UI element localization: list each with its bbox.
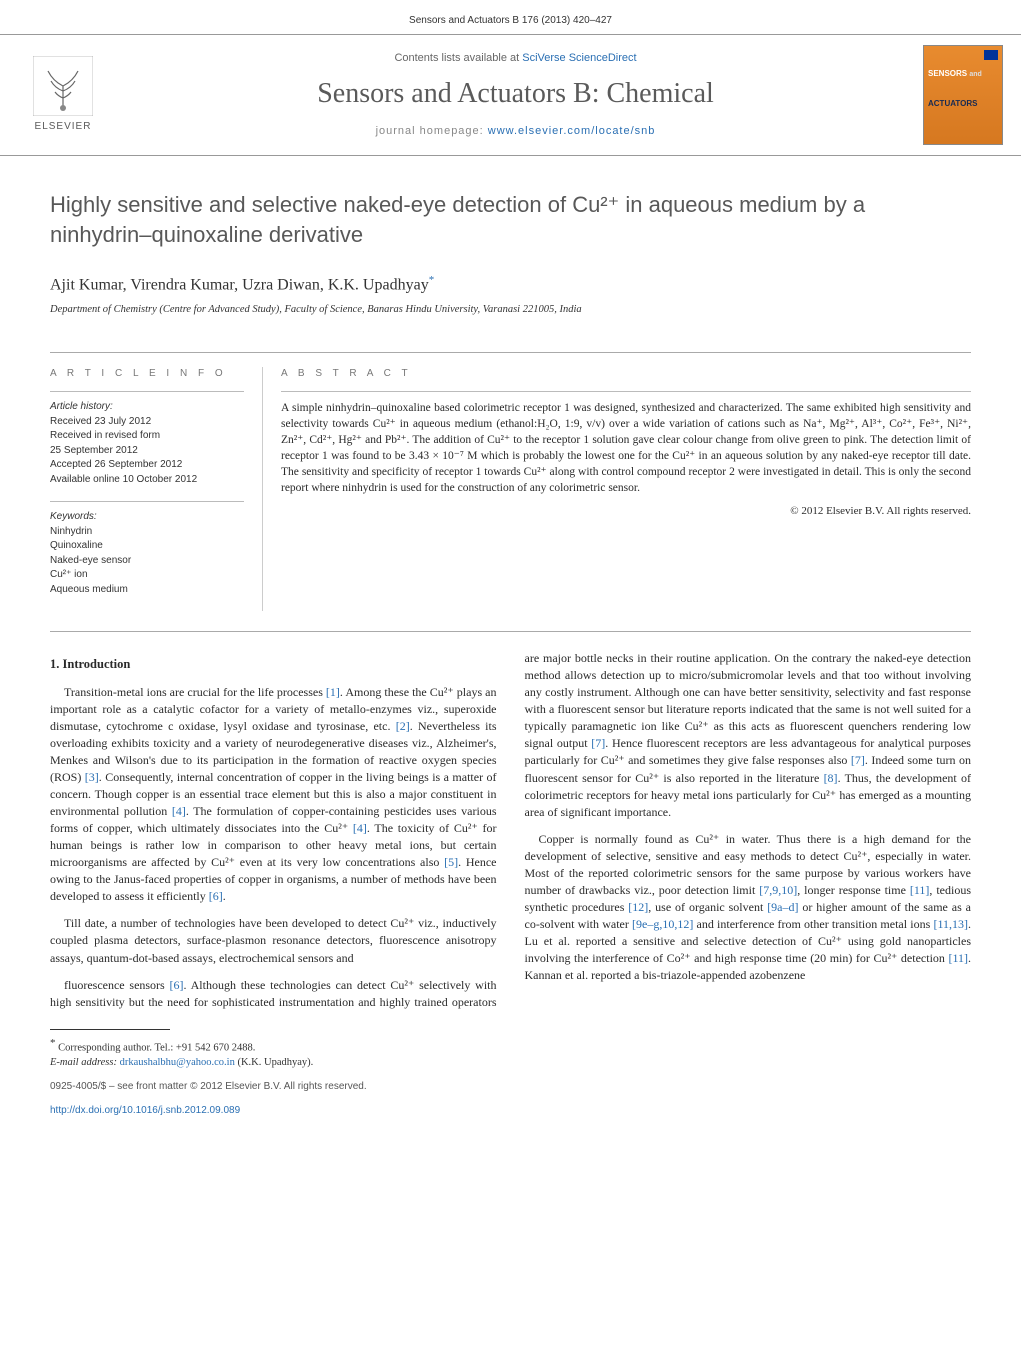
section-heading-intro: 1. Introduction	[50, 656, 497, 674]
citation-link[interactable]: [11,13]	[933, 917, 968, 931]
body-paragraph: Copper is normally found as Cu²⁺ in wate…	[525, 831, 972, 984]
corresponding-author-footnote: * Corresponding author. Tel.: +91 542 67…	[50, 1036, 971, 1056]
history-line: Accepted 26 September 2012	[50, 458, 244, 473]
body-paragraph: Transition-metal ions are crucial for th…	[50, 684, 497, 905]
citation-link[interactable]: [5]	[444, 855, 458, 869]
citation-link[interactable]: [4]	[353, 821, 367, 835]
contents-list-line: Contents lists available at SciVerse Sci…	[108, 51, 923, 66]
author-list: Ajit Kumar, Virendra Kumar, Uzra Diwan, …	[50, 273, 971, 297]
article-info-column: A R T I C L E I N F O Article history: R…	[50, 367, 262, 612]
citation-link[interactable]: [7]	[591, 736, 605, 750]
footnote-block: * Corresponding author. Tel.: +91 542 67…	[0, 1021, 1021, 1139]
citation-link[interactable]: [6]	[209, 889, 223, 903]
citation-link[interactable]: [9e–g,10,12]	[632, 917, 693, 931]
citation-link[interactable]: [2]	[396, 719, 410, 733]
abstract-text: A simple ninhydrin–quinoxaline based col…	[281, 400, 971, 497]
masthead: ELSEVIER Contents lists available at Sci…	[0, 34, 1021, 156]
author-affiliation: Department of Chemistry (Centre for Adva…	[50, 303, 971, 318]
keywords-block: Keywords: Ninhydrin Quinoxaline Naked-ey…	[50, 510, 244, 597]
keyword: Aqueous medium	[50, 583, 244, 598]
doi-link: http://dx.doi.org/10.1016/j.snb.2012.09.…	[50, 1104, 971, 1118]
citation-link[interactable]: [4]	[172, 804, 186, 818]
masthead-center: Contents lists available at SciVerse Sci…	[108, 51, 923, 139]
body-paragraph: Till date, a number of technologies have…	[50, 915, 497, 966]
sciencedirect-link[interactable]: SciVerse ScienceDirect	[522, 52, 636, 64]
corresponding-author-mark[interactable]: *	[429, 274, 435, 286]
citation-link[interactable]: [9a–d]	[767, 900, 798, 914]
citation-link[interactable]: [8]	[824, 771, 838, 785]
citation-link[interactable]: [11]	[910, 883, 930, 897]
abstract-copyright: © 2012 Elsevier B.V. All rights reserved…	[281, 504, 971, 519]
article-title: Highly sensitive and selective naked-eye…	[50, 190, 971, 249]
elsevier-tree-icon	[33, 56, 93, 116]
history-line: Received 23 July 2012	[50, 415, 244, 430]
corresponding-email-link[interactable]: drkaushalbhu@yahoo.co.in	[120, 1057, 235, 1068]
citation-link[interactable]: [7]	[851, 753, 865, 767]
body-two-columns: 1. Introduction Transition-metal ions ar…	[0, 632, 1021, 1020]
keyword: Quinoxaline	[50, 539, 244, 554]
article-info-heading: A R T I C L E I N F O	[50, 367, 244, 382]
keywords-title: Keywords:	[50, 510, 244, 525]
running-header: Sensors and Actuators B 176 (2013) 420–4…	[0, 0, 1021, 34]
info-abstract-row: A R T I C L E I N F O Article history: R…	[50, 352, 971, 626]
keyword: Cu²⁺ ion	[50, 568, 244, 583]
citation-link[interactable]: [6]	[170, 978, 184, 992]
footnote-rule	[50, 1029, 170, 1030]
cover-word-sensors: SENSORS and	[928, 68, 998, 80]
article-history-block: Article history: Received 23 July 2012 R…	[50, 400, 244, 487]
citation-link[interactable]: [11]	[948, 951, 968, 965]
citation-link[interactable]: [12]	[628, 900, 648, 914]
email-footnote: E-mail address: drkaushalbhu@yahoo.co.in…	[50, 1056, 971, 1071]
citation-text: Sensors and Actuators B 176 (2013) 420–4…	[409, 15, 612, 26]
article-header: Highly sensitive and selective naked-eye…	[0, 156, 1021, 352]
abstract-column: A B S T R A C T A simple ninhydrin–quino…	[262, 367, 971, 612]
abstract-heading: A B S T R A C T	[281, 367, 971, 381]
keyword: Ninhydrin	[50, 525, 244, 540]
history-line: 25 September 2012	[50, 444, 244, 459]
citation-link[interactable]: [3]	[85, 770, 99, 784]
citation-link[interactable]: [7,9,10]	[759, 883, 797, 897]
cover-word-actuators: ACTUATORS	[928, 98, 998, 109]
elsevier-logo: ELSEVIER	[18, 45, 108, 145]
keyword: Naked-eye sensor	[50, 554, 244, 569]
doi-url[interactable]: http://dx.doi.org/10.1016/j.snb.2012.09.…	[50, 1105, 240, 1116]
publisher-name: ELSEVIER	[35, 120, 92, 134]
history-line: Available online 10 October 2012	[50, 473, 244, 488]
journal-homepage-line: journal homepage: www.elsevier.com/locat…	[108, 124, 923, 139]
journal-cover-thumbnail: SENSORS and ACTUATORS	[923, 45, 1003, 145]
journal-homepage-link[interactable]: www.elsevier.com/locate/snb	[488, 125, 656, 137]
cover-flag-icon	[984, 50, 998, 60]
issn-copyright-line: 0925-4005/$ – see front matter © 2012 El…	[50, 1080, 971, 1094]
citation-link[interactable]: [1]	[326, 685, 340, 699]
journal-title: Sensors and Actuators B: Chemical	[108, 74, 923, 113]
history-line: Received in revised form	[50, 429, 244, 444]
history-title: Article history:	[50, 400, 244, 415]
